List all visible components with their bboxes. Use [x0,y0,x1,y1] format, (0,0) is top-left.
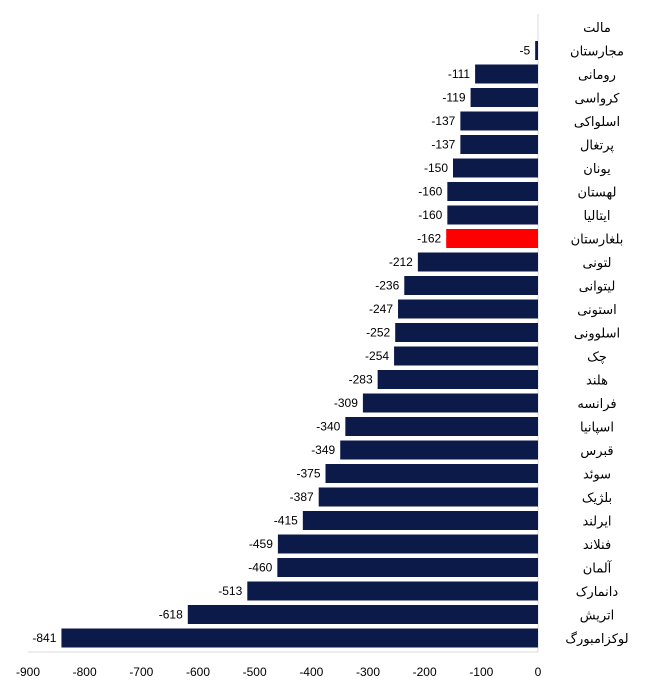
x-tick-label: -200 [413,665,437,679]
bar [535,41,538,60]
bar-value-label: -111 [448,67,471,81]
category-label: مالت [583,21,611,36]
bar [460,135,538,154]
x-tick-label: -500 [243,665,267,679]
bar [475,64,538,84]
bar [447,182,538,201]
category-label: لهستان [578,186,617,201]
bar [277,534,538,554]
category-label: اتریش [580,609,615,624]
bar-value-label: -513 [218,584,242,598]
x-tick-label: -900 [16,665,40,679]
bar-value-label: -459 [249,537,273,551]
category-label: رومانی [578,68,616,83]
bar [446,229,538,248]
x-tick-label: -300 [356,665,380,679]
bar-value-label: -415 [274,514,298,528]
bar-value-label: -387 [290,490,314,504]
bar [398,299,538,319]
category-label: لتونی [582,256,611,271]
category-label: فرانسه [577,397,616,412]
category-label: هلند [586,374,608,389]
bar [395,323,538,342]
category-labels-group: مالت مجارستان رومانی کرواسی اسلواکی پرتغال یون… [565,21,628,647]
bar-value-label: -247 [369,302,393,316]
category-label: استونی [577,303,617,318]
bar [187,605,539,624]
category-label: اسلواکی [574,115,620,130]
category-label: فنلاند [583,538,611,553]
bar [417,252,538,272]
category-label: اسپانیا [580,421,614,436]
bar [325,464,538,483]
category-label: بلژیک [582,491,612,506]
bar-value-label: -460 [248,561,272,575]
x-tick-labels-group: -900 -800 -700 -600 -500 -400 -300 -200 -100 0 [16,665,542,679]
bar-value-label: -340 [316,420,340,434]
bar [302,511,538,530]
category-label: لوکزامبورگ [565,630,628,647]
bar-value-label: -618 [159,608,183,622]
category-label: بلغارستان [571,233,624,248]
bar-value-label: -119 [442,91,465,105]
bar-value-label: -212 [389,255,413,269]
bar-value-label: -375 [296,467,320,481]
bar [345,417,538,436]
bar-value-label: -162 [417,232,441,246]
category-label: دانمارک [576,585,619,600]
bar [453,158,538,178]
bar [447,205,538,225]
category-label: کرواسی [575,92,621,107]
category-label: چک [587,350,607,365]
bar [470,88,538,107]
category-label: آلمان [583,560,613,577]
bar-value-label: -5 [519,44,530,58]
bars-group [61,41,539,648]
bar-value-label: -160 [418,208,442,222]
bar [377,370,538,389]
category-label: پرتغال [580,139,614,154]
category-label: ایتالیا [584,209,611,224]
value-labels-group: -5 -111 -119 -137 -137 -150 -160 -160 -162 -212 -2… [32,44,530,646]
bar-value-label: -283 [349,373,373,387]
bar [460,111,538,131]
x-tick-label: -400 [299,665,323,679]
x-tick-label: 0 [535,665,542,679]
x-tick-label: -600 [186,665,210,679]
bar [404,276,538,295]
x-tick-label: -100 [469,665,493,679]
category-label: یونان [583,162,611,177]
category-label: سوئد [583,468,611,483]
bar-value-label: -137 [431,138,455,152]
bar [362,393,538,413]
bar-value-label: -160 [418,185,442,199]
bar-value-label: -309 [334,396,358,410]
category-label: لیتوانی [579,280,616,295]
x-tick-label: -700 [129,665,153,679]
category-label: مجارستان [570,45,624,60]
bar [61,628,538,648]
bar [318,487,538,507]
category-label: اسلوونی [574,327,620,342]
bar [247,581,539,601]
bar [340,440,538,460]
bar [394,346,538,366]
bar-value-label: -254 [365,349,389,363]
bar-value-label: -349 [311,443,335,457]
bar-value-label: -236 [375,279,399,293]
bar-value-label: -150 [424,161,448,175]
category-label: قبرس [580,444,613,459]
x-tick-label: -800 [73,665,97,679]
bar-value-label: -252 [366,326,390,340]
bar-value-label: -137 [431,114,455,128]
bar-value-label: -841 [32,631,56,645]
category-label: ایرلند [582,515,611,530]
bar [277,558,538,577]
